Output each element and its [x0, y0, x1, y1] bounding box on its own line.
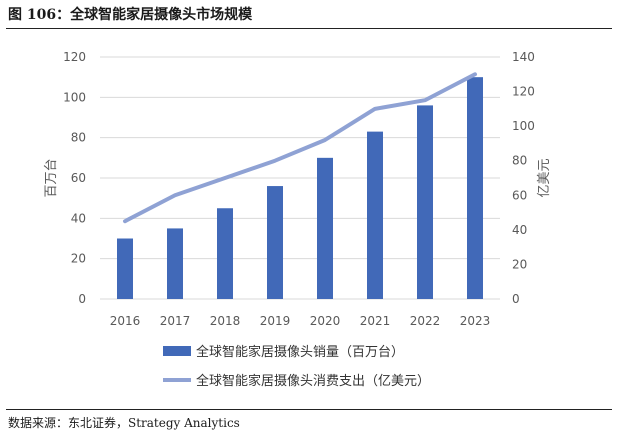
x-tick-label: 2023 [460, 314, 491, 328]
left-tick-label: 60 [71, 171, 86, 185]
x-tick-label: 2017 [160, 314, 191, 328]
x-tick-label: 2022 [410, 314, 441, 328]
bar [467, 77, 483, 300]
bar [317, 157, 333, 299]
left-tick-label: 0 [78, 292, 86, 306]
x-tick-label: 2019 [260, 314, 291, 328]
right-tick-label: 0 [512, 292, 520, 306]
left-tick-label: 40 [71, 211, 86, 225]
left-tick-label: 120 [63, 50, 86, 64]
x-tick-label: 2016 [110, 314, 141, 328]
left-tick-label: 80 [71, 131, 86, 145]
left-tick-label: 20 [71, 252, 86, 266]
right-tick-label: 80 [512, 154, 527, 168]
left-tick-label: 100 [63, 90, 86, 104]
right-tick-label: 120 [512, 85, 535, 99]
bar [417, 105, 433, 300]
bar [117, 238, 133, 299]
x-tick-label: 2021 [360, 314, 391, 328]
bar [167, 228, 183, 299]
right-tick-label: 40 [512, 223, 527, 237]
left-axis-label: 百万台 [44, 158, 59, 197]
right-tick-label: 100 [512, 119, 535, 133]
bar [267, 186, 283, 299]
legend-swatch-bar [163, 346, 191, 356]
source-note: 数据来源：东北证券，Strategy Analytics [8, 416, 240, 430]
x-tick-label: 2018 [210, 314, 241, 328]
series-line [123, 72, 477, 224]
right-tick-label: 60 [512, 188, 527, 202]
right-tick-label: 140 [512, 50, 535, 64]
right-axis-label: 亿美元 [537, 158, 552, 197]
figure-title: 图 106：全球智能家居摄像头市场规模 [8, 7, 253, 23]
legend-label-bar: 全球智能家居摄像头销量（百万台） [196, 344, 404, 360]
right-tick-label: 20 [512, 257, 527, 271]
bar [217, 208, 233, 299]
bar [367, 131, 383, 299]
top-rule [6, 28, 612, 29]
bottom-rule [6, 409, 612, 410]
legend-label-line: 全球智能家居摄像头消费支出（亿美元） [196, 373, 430, 389]
x-tick-label: 2020 [310, 314, 341, 328]
